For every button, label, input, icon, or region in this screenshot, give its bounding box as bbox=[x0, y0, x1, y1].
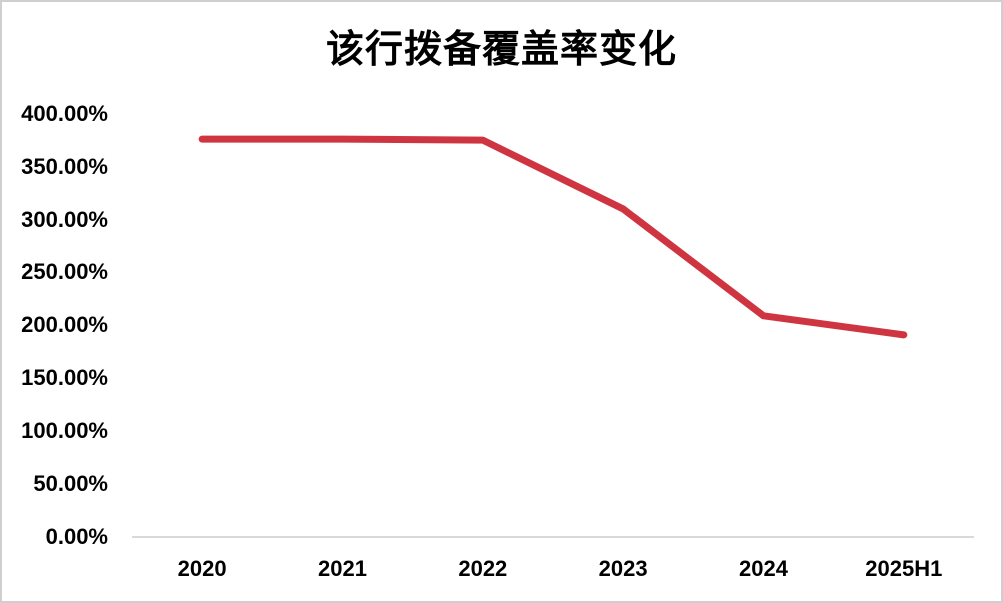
y-axis-tick-label: 150.00% bbox=[21, 365, 108, 391]
y-axis-tick-label: 300.00% bbox=[21, 206, 108, 232]
y-axis-tick-label: 50.00% bbox=[33, 471, 108, 497]
x-axis-tick-label: 2025H1 bbox=[865, 556, 943, 581]
y-axis-tick-label: 250.00% bbox=[21, 259, 108, 285]
x-axis-tick-label: 2023 bbox=[598, 556, 648, 581]
x-axis-tick-label: 2020 bbox=[177, 556, 227, 581]
x-axis-tick-label: 2022 bbox=[458, 556, 508, 581]
series-line bbox=[198, 135, 908, 339]
x-axis-tick-label: 2021 bbox=[318, 556, 367, 581]
y-axis-tick-label: 350.00% bbox=[21, 153, 108, 179]
chart-title: 该行拨备覆盖率变化 bbox=[325, 29, 677, 71]
y-axis-tick-label: 200.00% bbox=[21, 312, 108, 338]
y-axis-tick-label: 100.00% bbox=[21, 418, 108, 444]
y-axis-tick-label: 0.00% bbox=[45, 524, 108, 549]
x-axis-tick-label: 2024 bbox=[739, 556, 788, 581]
y-axis-tick-label: 400.00% bbox=[21, 100, 108, 126]
